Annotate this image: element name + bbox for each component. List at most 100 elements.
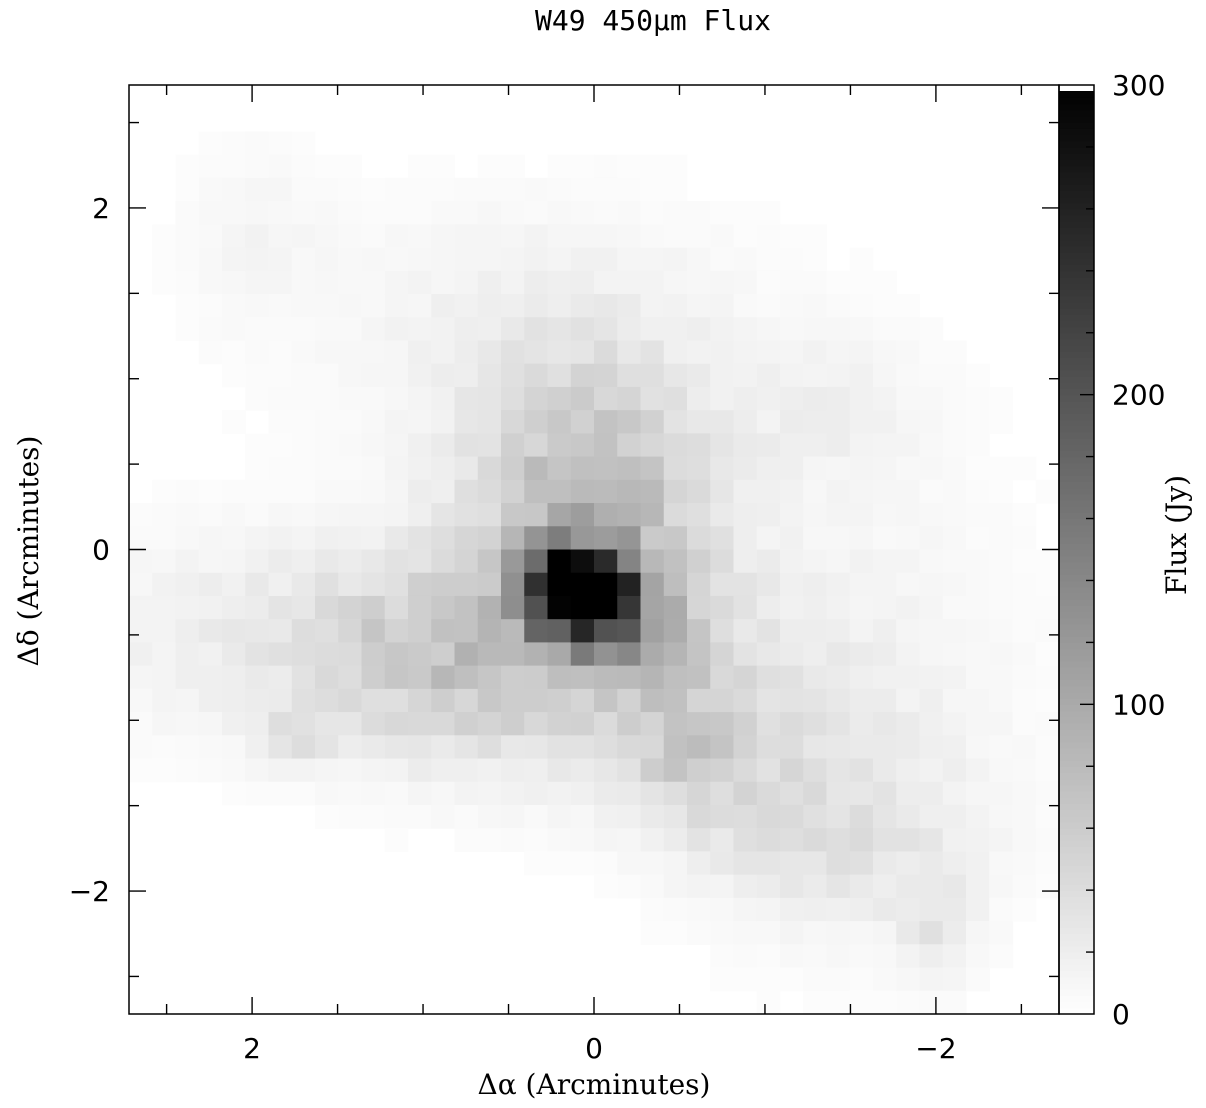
heatmap-cell	[966, 386, 990, 411]
heatmap-cell	[594, 572, 618, 597]
heatmap-cell	[733, 363, 758, 388]
heatmap-cell	[803, 804, 828, 829]
heatmap-cell	[896, 944, 921, 969]
heatmap-cell	[454, 224, 479, 249]
colorbar-cell	[1059, 716, 1094, 724]
heatmap-cell	[198, 735, 223, 760]
heatmap-cell	[756, 526, 781, 551]
heatmap-cell	[268, 619, 293, 643]
heatmap-cell	[733, 874, 758, 899]
heatmap-cell	[501, 386, 525, 411]
heatmap-cell	[803, 897, 828, 922]
heatmap-cell	[408, 479, 432, 504]
heatmap-cell	[687, 363, 711, 388]
colorbar-cell	[1059, 425, 1094, 433]
heatmap-cell	[780, 317, 804, 342]
heatmap-cell	[454, 270, 479, 295]
heatmap-cell	[780, 642, 804, 667]
colorbar-cell	[1059, 1001, 1094, 1009]
heatmap-cell	[756, 549, 781, 574]
heatmap-cell	[710, 317, 735, 342]
colorbar-cell	[1059, 524, 1094, 532]
heatmap-cell	[687, 503, 711, 527]
heatmap-cell	[849, 874, 874, 899]
heatmap-cell	[338, 688, 363, 713]
heatmap-cell	[361, 688, 386, 713]
heatmap-cell	[710, 828, 735, 853]
heatmap-cell	[384, 386, 409, 411]
heatmap-cell	[942, 712, 967, 736]
heatmap-cell	[361, 270, 386, 295]
heatmap-cell	[594, 340, 618, 365]
heatmap-cell	[733, 735, 758, 760]
heatmap-cell	[431, 363, 456, 388]
heatmap-cell	[198, 154, 223, 179]
heatmap-cell	[501, 526, 525, 551]
heatmap-cell	[663, 247, 688, 272]
heatmap-cell	[733, 688, 758, 713]
heatmap-cell	[826, 874, 851, 899]
heatmap-cell	[919, 619, 944, 643]
colorbar-cell	[1059, 877, 1094, 885]
heatmap-cell	[361, 294, 386, 318]
heatmap-cell	[384, 456, 409, 481]
heatmap-cell	[780, 944, 804, 969]
colorbar-cell	[1059, 722, 1094, 730]
heatmap-cell	[315, 410, 339, 434]
heatmap-cell	[803, 410, 828, 434]
heatmap-cell	[291, 456, 316, 481]
heatmap-cell	[617, 874, 642, 899]
heatmap-cell	[826, 944, 851, 969]
heatmap-cell	[873, 688, 897, 713]
heatmap-cell	[942, 967, 967, 992]
heatmap-cell	[710, 595, 735, 620]
heatmap-cell	[966, 526, 990, 551]
heatmap-cell	[640, 828, 665, 853]
colorbar-cell	[1059, 630, 1094, 637]
heatmap-cell	[896, 386, 921, 411]
heatmap-cell	[896, 735, 921, 760]
colorbar-cell	[1059, 890, 1094, 897]
heatmap-cell	[129, 712, 153, 736]
heatmap-cell	[547, 688, 572, 713]
heatmap-cell	[408, 433, 432, 458]
heatmap-cell	[384, 526, 409, 551]
heatmap-cell	[803, 549, 828, 574]
heatmap-cell	[733, 967, 758, 992]
heatmap-cell	[663, 758, 688, 783]
heatmap-cell	[268, 735, 293, 760]
heatmap-cell	[152, 479, 177, 504]
heatmap-cell	[919, 433, 944, 458]
heatmap-cell	[1035, 828, 1060, 853]
heatmap-cell	[896, 340, 921, 365]
heatmap-cell	[873, 526, 897, 551]
colorbar-cell	[1059, 617, 1094, 625]
heatmap-cell	[245, 433, 270, 458]
heatmap-cell	[989, 479, 1014, 504]
heatmap-cell	[919, 967, 944, 992]
heatmap-cell	[454, 572, 479, 597]
heatmap-cell	[710, 503, 735, 527]
heatmap-cell	[687, 758, 711, 783]
heatmap-cell	[222, 619, 246, 643]
heatmap-cell	[826, 665, 851, 690]
heatmap-cell	[524, 247, 549, 272]
heatmap-cell	[524, 642, 549, 667]
heatmap-cell	[966, 944, 990, 969]
colorbar-cell	[1059, 902, 1094, 910]
heatmap-cell	[710, 572, 735, 597]
colorbar-cell	[1059, 332, 1094, 340]
heatmap-cell	[687, 410, 711, 434]
heatmap-cell	[268, 294, 293, 318]
heatmap-cell	[268, 688, 293, 713]
heatmap-cell	[919, 851, 944, 876]
colorbar-cell	[1059, 537, 1094, 544]
heatmap-cell	[129, 619, 153, 643]
heatmap-cell	[152, 595, 177, 620]
heatmap-cell	[756, 642, 781, 667]
heatmap-cell	[291, 572, 316, 597]
heatmap-cell	[268, 433, 293, 458]
heatmap-cell	[826, 433, 851, 458]
heatmap-cell	[338, 270, 363, 295]
colorbar-cell	[1059, 475, 1094, 482]
